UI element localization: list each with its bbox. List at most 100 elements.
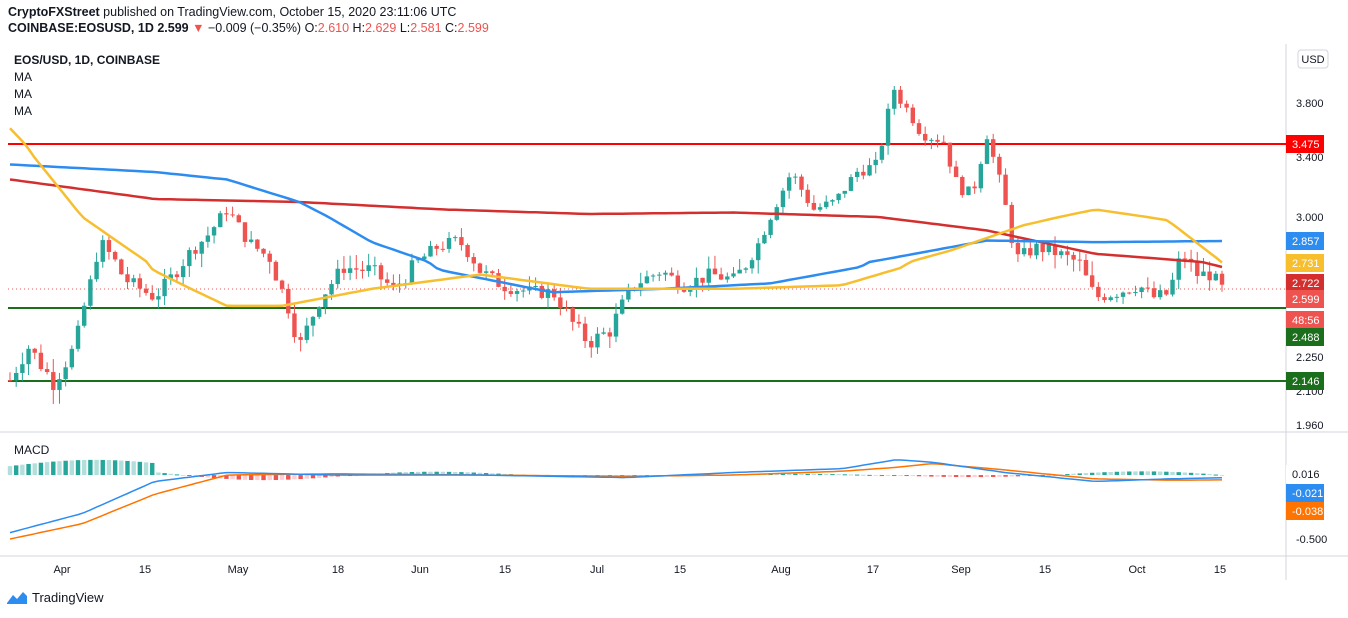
candle	[465, 243, 470, 262]
candle	[372, 256, 378, 276]
macd-histogram-bar	[1145, 471, 1150, 476]
time-tick-label: 15	[1214, 564, 1226, 576]
candle	[82, 302, 87, 328]
macd-tag-label: -0.038	[1292, 506, 1323, 518]
candle-body	[607, 332, 613, 337]
macd-histogram-bar	[984, 475, 990, 478]
macd-histogram-bar	[885, 475, 891, 477]
macd-histogram-bar	[310, 475, 316, 479]
candle	[613, 303, 619, 343]
candle-body	[261, 248, 266, 254]
macd-histogram-bar	[156, 472, 161, 476]
candle	[576, 314, 582, 328]
close-label: C:	[445, 21, 458, 35]
price-tag-bg	[1286, 290, 1324, 308]
macd-histogram-bar	[403, 472, 408, 476]
candle-body	[385, 279, 390, 283]
candle-body	[545, 289, 551, 298]
macd-histogram-bar	[496, 473, 501, 476]
candle-body	[1139, 287, 1144, 293]
price-tag: 2.488	[1286, 328, 1324, 346]
macd-histogram-bar	[1157, 471, 1163, 476]
candle	[817, 203, 823, 212]
macd-histogram-bar	[1102, 472, 1107, 476]
candle-body	[465, 245, 470, 258]
candle-body	[811, 202, 817, 210]
macd-histogram-bar	[26, 463, 31, 476]
candle	[1089, 261, 1095, 289]
candle-body	[595, 333, 600, 348]
candle	[830, 199, 835, 206]
candle	[1077, 251, 1082, 272]
candle	[292, 304, 297, 343]
candle-body	[13, 372, 19, 381]
ma-legend-3: MA	[14, 104, 32, 118]
candle	[137, 273, 143, 298]
candle	[106, 236, 112, 260]
macd-histogram-bar	[1207, 474, 1212, 476]
candle	[644, 270, 650, 284]
candle-body	[378, 265, 384, 280]
macd-histogram-bar	[446, 471, 452, 476]
candle	[929, 138, 934, 150]
candle	[545, 282, 551, 308]
macd-histogram-bar	[125, 460, 130, 476]
candle-body	[749, 260, 755, 269]
publisher-name[interactable]: CryptoFXStreet	[8, 5, 100, 19]
candle	[422, 253, 427, 260]
candle	[13, 366, 19, 387]
candle-body	[1182, 258, 1188, 260]
macd-tag-label: -0.021	[1292, 488, 1323, 500]
macd-histogram-bar	[150, 462, 155, 476]
candle	[582, 316, 588, 348]
candle	[434, 244, 439, 256]
macd-histogram-bar	[304, 475, 310, 479]
macd-histogram-bar	[7, 466, 13, 476]
candle-body	[885, 108, 891, 146]
macd-histogram-bar	[224, 475, 229, 479]
candle-body	[1052, 244, 1058, 256]
macd-tick-label: -0.500	[1296, 534, 1327, 546]
candle	[428, 240, 433, 257]
candle	[669, 267, 674, 277]
price-tag-bg	[1286, 254, 1324, 272]
macd-histogram-bar	[978, 475, 984, 478]
macd-histogram-bar	[100, 459, 105, 476]
candle	[960, 175, 965, 198]
candle	[712, 255, 718, 275]
candle-body	[521, 290, 526, 292]
macd-histogram-bar	[1201, 473, 1206, 476]
candle-body	[929, 139, 934, 141]
candle-body	[786, 177, 792, 191]
time-tick-label: Oct	[1128, 564, 1145, 576]
macd-histogram-bar	[131, 461, 136, 476]
candle	[749, 257, 755, 274]
candle	[100, 235, 105, 268]
candle-body	[477, 263, 483, 273]
macd-histogram-bar	[1003, 475, 1008, 477]
high-label: H:	[352, 21, 366, 35]
candle	[310, 315, 316, 337]
time-tick-label: 15	[499, 564, 511, 576]
macd-histogram-bar	[440, 471, 446, 476]
price-tag-bg	[1286, 311, 1324, 329]
macd-histogram-bar	[953, 475, 959, 478]
candle	[972, 181, 977, 194]
price-tag: 3.475	[1286, 135, 1324, 153]
tradingview-footer[interactable]: TradingView	[6, 590, 104, 605]
candle	[1164, 289, 1169, 296]
candle-body	[20, 364, 25, 373]
time-tick-label: 18	[332, 564, 344, 576]
price-tag-bg	[1286, 232, 1324, 250]
candle-body	[922, 133, 928, 141]
candle-body	[867, 165, 872, 176]
macd-histogram-bar	[824, 474, 829, 476]
macd-histogram-bar	[1139, 471, 1144, 476]
candle-body	[1127, 292, 1132, 294]
macd-histogram-bar	[51, 461, 56, 476]
currency-button[interactable]: USD	[1297, 49, 1329, 69]
candle-body	[1213, 273, 1219, 281]
macd-histogram-bar	[972, 475, 977, 478]
candle	[657, 272, 662, 282]
